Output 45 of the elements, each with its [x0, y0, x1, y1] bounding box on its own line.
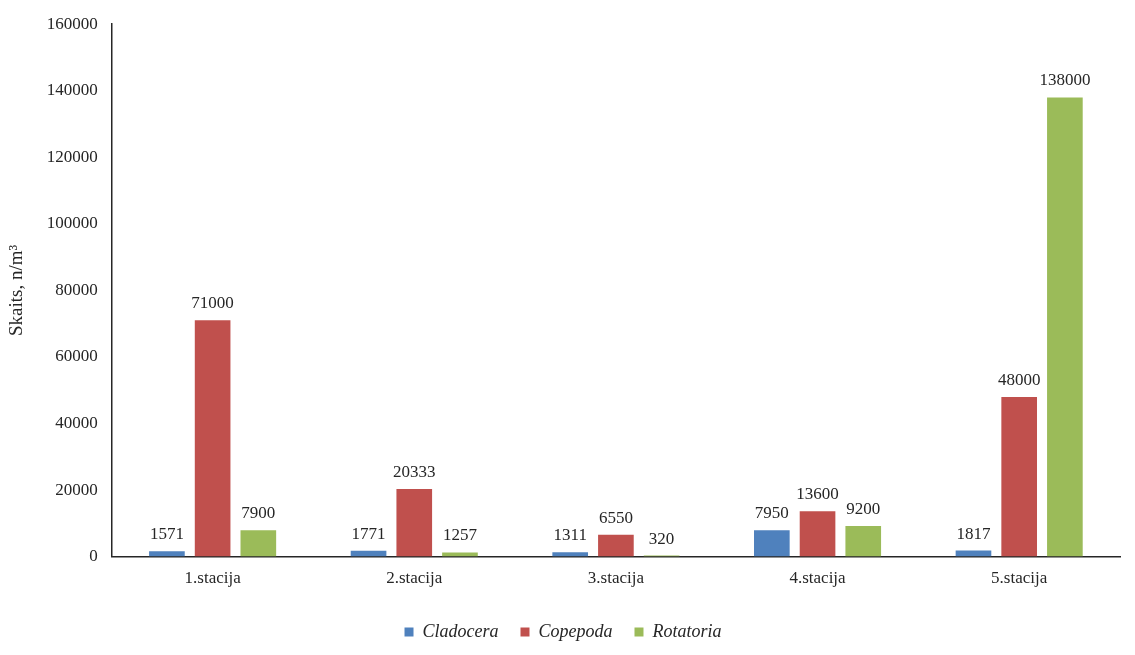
y-tick-label: 100000 — [46, 213, 98, 233]
data-label: 9200 — [846, 498, 881, 518]
legend-label: Cladocera — [422, 620, 499, 641]
data-label: 13600 — [796, 484, 839, 504]
data-label: 6550 — [598, 507, 633, 527]
x-tick-label: 2.stacija — [386, 568, 443, 588]
bar — [1047, 97, 1083, 557]
y-tick-label: 80000 — [55, 279, 98, 299]
bar — [442, 552, 478, 557]
data-label: 1817 — [956, 523, 991, 543]
y-axis-title: Skaits, n/m³ — [5, 244, 27, 337]
data-label: 48000 — [997, 369, 1041, 389]
x-tick-label: 5.stacija — [991, 568, 1048, 588]
bar — [598, 534, 634, 557]
y-tick-label: 120000 — [46, 146, 98, 166]
bar — [240, 530, 277, 557]
bar — [552, 552, 589, 557]
bar — [845, 525, 882, 557]
bar — [1001, 396, 1038, 557]
y-tick-label: 140000 — [46, 80, 98, 100]
y-tick-label: 60000 — [55, 346, 98, 366]
data-label: 20333 — [393, 461, 436, 481]
y-tick-label: 0 — [89, 546, 98, 566]
bar — [194, 320, 231, 557]
x-tick-label: 3.stacija — [587, 568, 645, 588]
data-label: 320 — [648, 528, 675, 548]
y-tick-label: 160000 — [46, 13, 98, 33]
bar — [799, 511, 836, 557]
data-label: 1771 — [351, 523, 386, 543]
legend-label: Copepoda — [538, 620, 613, 641]
legend-label: Rotatoria — [651, 620, 722, 641]
data-label: 7900 — [241, 503, 276, 523]
x-tick-label: 1.stacija — [184, 568, 242, 588]
y-tick-label: 20000 — [55, 479, 98, 499]
bar — [754, 530, 790, 557]
bar — [149, 551, 185, 557]
data-label: 138000 — [1039, 70, 1091, 90]
bar — [396, 488, 433, 557]
data-label: 7950 — [754, 503, 789, 523]
data-label: 1571 — [149, 524, 184, 544]
y-tick-label: 40000 — [55, 412, 98, 432]
data-label: 1257 — [442, 525, 478, 545]
data-label: 1311 — [553, 525, 587, 545]
data-label: 71000 — [191, 293, 234, 313]
x-tick-label: 4.stacija — [789, 568, 847, 588]
